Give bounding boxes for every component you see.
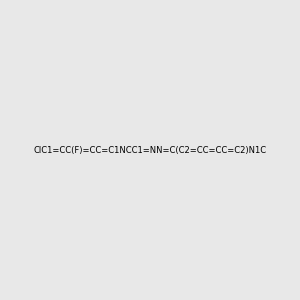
Text: ClC1=CC(F)=CC=C1NCC1=NN=C(C2=CC=CC=C2)N1C: ClC1=CC(F)=CC=C1NCC1=NN=C(C2=CC=CC=C2)N1… (33, 146, 267, 154)
